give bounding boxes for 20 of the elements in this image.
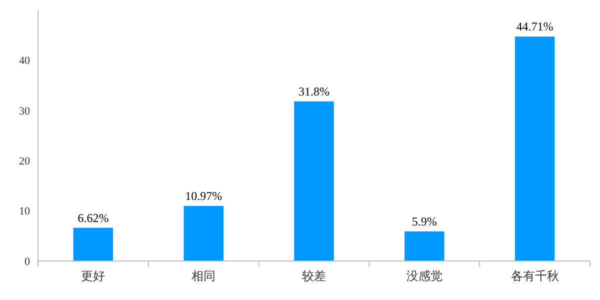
y-tick-label: 30: [19, 105, 30, 118]
bar: [184, 206, 224, 261]
data-label: 10.97%: [185, 188, 222, 203]
bar: [294, 101, 334, 261]
x-tick-label: 没感觉: [406, 269, 442, 283]
x-tick-label: 较差: [302, 269, 326, 283]
data-label: 31.8%: [298, 84, 330, 98]
x-tick-label: 各有千秋: [510, 269, 559, 283]
x-tick-label: 更好: [81, 269, 106, 283]
data-label: 44.71%: [516, 20, 554, 34]
data-label: 6.62%: [78, 210, 109, 225]
bar: [404, 231, 444, 261]
bar: [73, 228, 114, 261]
y-tick-label: 0: [24, 256, 30, 268]
y-tick-label: 20: [19, 155, 30, 168]
y-tick-label: 40: [19, 55, 30, 68]
x-tick-label: 相同: [192, 269, 216, 283]
y-tick-label: 10: [19, 206, 30, 218]
bar: [514, 36, 555, 261]
data-label: 5.9%: [412, 214, 437, 228]
